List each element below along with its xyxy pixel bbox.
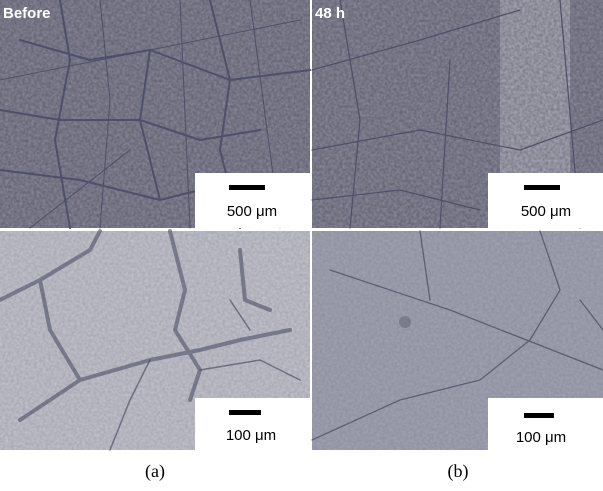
panel-label: 48 h (315, 5, 345, 22)
figure: Before 500 μm 48 h 500 μm 100 μm 100 μm … (0, 0, 603, 491)
caption: (b) (448, 461, 469, 482)
scale-bar (524, 185, 560, 190)
micrograph-panel: 100 μm (312, 231, 603, 450)
scale-label: 100 μm (226, 427, 276, 444)
scale-label: 500 μm (227, 203, 277, 220)
panel-label: Before (3, 5, 51, 22)
scale-bar (229, 185, 265, 190)
page: {"panels": [ {"label": "Before", "scale_… (0, 0, 603, 491)
scale-label: 100 μm (516, 429, 566, 446)
caption: (a) (145, 461, 165, 482)
scale-bar (229, 410, 261, 415)
scale-bar (524, 413, 554, 418)
micrograph-panel: Before 500 μm (0, 0, 310, 228)
micrograph-panel: 48 h 500 μm (312, 0, 603, 228)
micrograph-panel: 100 μm (0, 231, 310, 450)
scale-label: 500 μm (521, 203, 571, 220)
